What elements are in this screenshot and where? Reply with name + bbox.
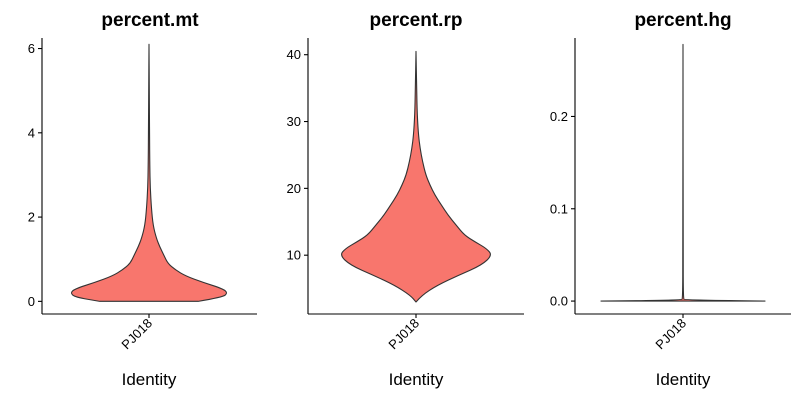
y-ticks: 0 2 4 6 [28, 41, 42, 309]
violins [70, 43, 228, 302]
x-ticks: PJ018 [652, 314, 689, 352]
panel-percent-rp: percent.rp 10 20 30 40 PJ018 Identity [287, 10, 524, 389]
y-tick-label: 0.0 [550, 294, 568, 309]
x-ticks: PJ018 [385, 314, 422, 352]
violin-pj018 [600, 43, 766, 302]
violins [341, 50, 491, 303]
y-tick-label: 20 [287, 181, 301, 196]
y-tick-label: 4 [28, 125, 35, 140]
y-tick-label: 10 [287, 248, 301, 263]
y-tick-label: 0.2 [550, 109, 568, 124]
panel-percent-hg: percent.hg 0.0 0.1 0.2 PJ018 Identity [550, 10, 791, 389]
y-tick-label: 40 [287, 47, 301, 62]
x-axis-label: Identity [656, 370, 711, 389]
y-tick-label: 0 [28, 294, 35, 309]
violin-pj018 [341, 50, 491, 303]
x-tick-label: PJ018 [118, 316, 155, 353]
violins [600, 43, 766, 302]
x-axis-label: Identity [389, 370, 444, 389]
y-ticks: 10 20 30 40 [287, 47, 308, 263]
y-tick-label: 2 [28, 210, 35, 225]
x-tick-label: PJ018 [385, 316, 422, 353]
panel-title: percent.hg [634, 10, 731, 31]
y-tick-label: 0.1 [550, 201, 568, 216]
x-tick-label: PJ018 [652, 316, 689, 353]
y-tick-label: 6 [28, 41, 35, 56]
x-axis-label: Identity [122, 370, 177, 389]
panel-title: percent.mt [101, 10, 199, 31]
panel-title: percent.rp [370, 10, 463, 31]
y-tick-label: 30 [287, 114, 301, 129]
y-ticks: 0.0 0.1 0.2 [550, 109, 575, 309]
x-ticks: PJ018 [118, 314, 155, 352]
violin-pj018 [70, 43, 228, 302]
panel-percent-mt: percent.mt 0 2 4 6 PJ018 Identity [28, 10, 257, 389]
